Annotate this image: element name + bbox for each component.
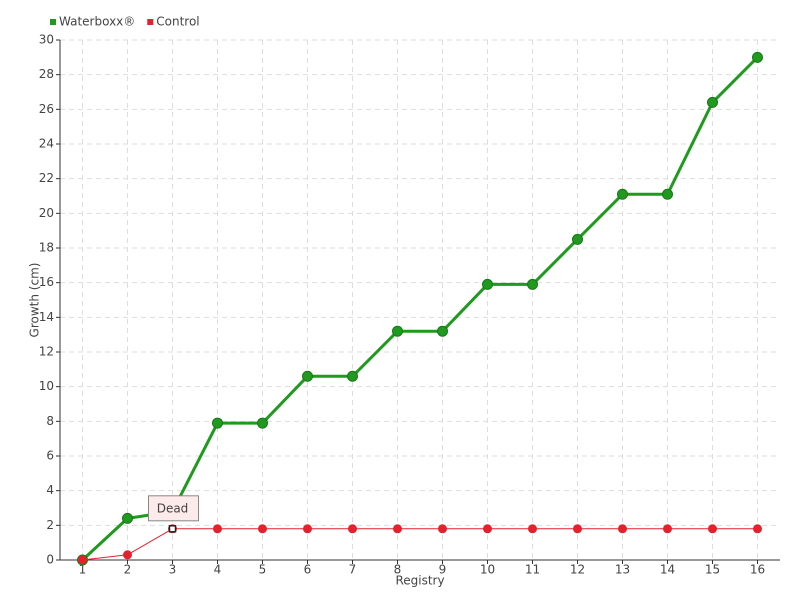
data-point [123,550,132,560]
data-point [302,370,313,382]
data-point [393,524,402,534]
data-point [663,524,672,534]
data-point [527,278,538,290]
x-tick-label: 14 [660,563,675,577]
legend-label: Control [156,15,199,29]
x-tick-label: 5 [259,563,267,577]
legend-swatch [50,19,56,25]
x-tick-label: 15 [705,563,720,577]
annotation-marker [168,525,177,533]
y-tick-label: 18 [39,241,54,255]
data-point [392,325,403,337]
x-tick-label: 3 [169,563,177,577]
x-tick-label: 12 [570,563,585,577]
x-tick-label: 9 [439,563,447,577]
x-tick-label: 7 [349,563,357,577]
tooltip-box [148,495,199,522]
data-point [572,233,583,245]
x-tick-label: 11 [525,563,540,577]
data-point [122,512,133,524]
x-tick-label: 2 [124,563,132,577]
y-tick-label: 0 [46,553,54,567]
y-tick-label: 28 [39,67,54,81]
data-point [303,524,312,534]
y-tick-label: 26 [39,102,54,116]
x-tick-label: 16 [750,563,765,577]
y-tick-label: 20 [39,206,54,220]
x-tick-label: 4 [214,563,222,577]
data-point [482,278,493,290]
y-tick-label: 16 [39,275,54,289]
y-tick-label: 4 [46,483,54,497]
data-point [78,555,87,565]
series-line [81,56,759,562]
data-point [257,417,268,429]
data-point [213,524,222,534]
y-tick-label: 24 [39,137,54,151]
data-point [617,188,628,200]
x-tick-label: 6 [304,563,312,577]
data-point [662,188,673,200]
data-point [752,51,763,63]
y-tick-label: 22 [39,171,54,185]
y-tick-label: 10 [39,379,54,393]
y-axis-label: Growth (cm) [28,263,42,338]
data-point [348,524,357,534]
y-tick-label: 30 [39,33,54,47]
x-axis-label: Registry [395,574,444,588]
data-point [258,524,267,534]
series-line [82,528,758,561]
data-point [528,524,537,534]
legend-label: Waterboxx® [59,15,135,29]
data-point [437,325,448,337]
x-tick-label: 1 [79,563,87,577]
x-tick-label: 13 [615,563,630,577]
y-tick-label: 14 [39,310,54,324]
data-point [483,524,492,534]
y-tick-label: 6 [46,449,54,463]
tooltip-text: Dead [157,501,189,515]
y-tick-label: 2 [46,518,54,532]
data-point [708,524,717,534]
legend-swatch [147,19,154,25]
data-point [438,524,447,534]
data-point [753,524,762,534]
data-point [573,524,582,534]
data-point [347,370,358,382]
y-tick-label: 8 [46,414,54,428]
data-point [212,417,223,429]
data-point [707,96,718,108]
y-tick-label: 12 [39,345,54,359]
x-tick-label: 8 [394,563,402,577]
x-tick-label: 10 [480,563,495,577]
data-point [618,524,627,534]
